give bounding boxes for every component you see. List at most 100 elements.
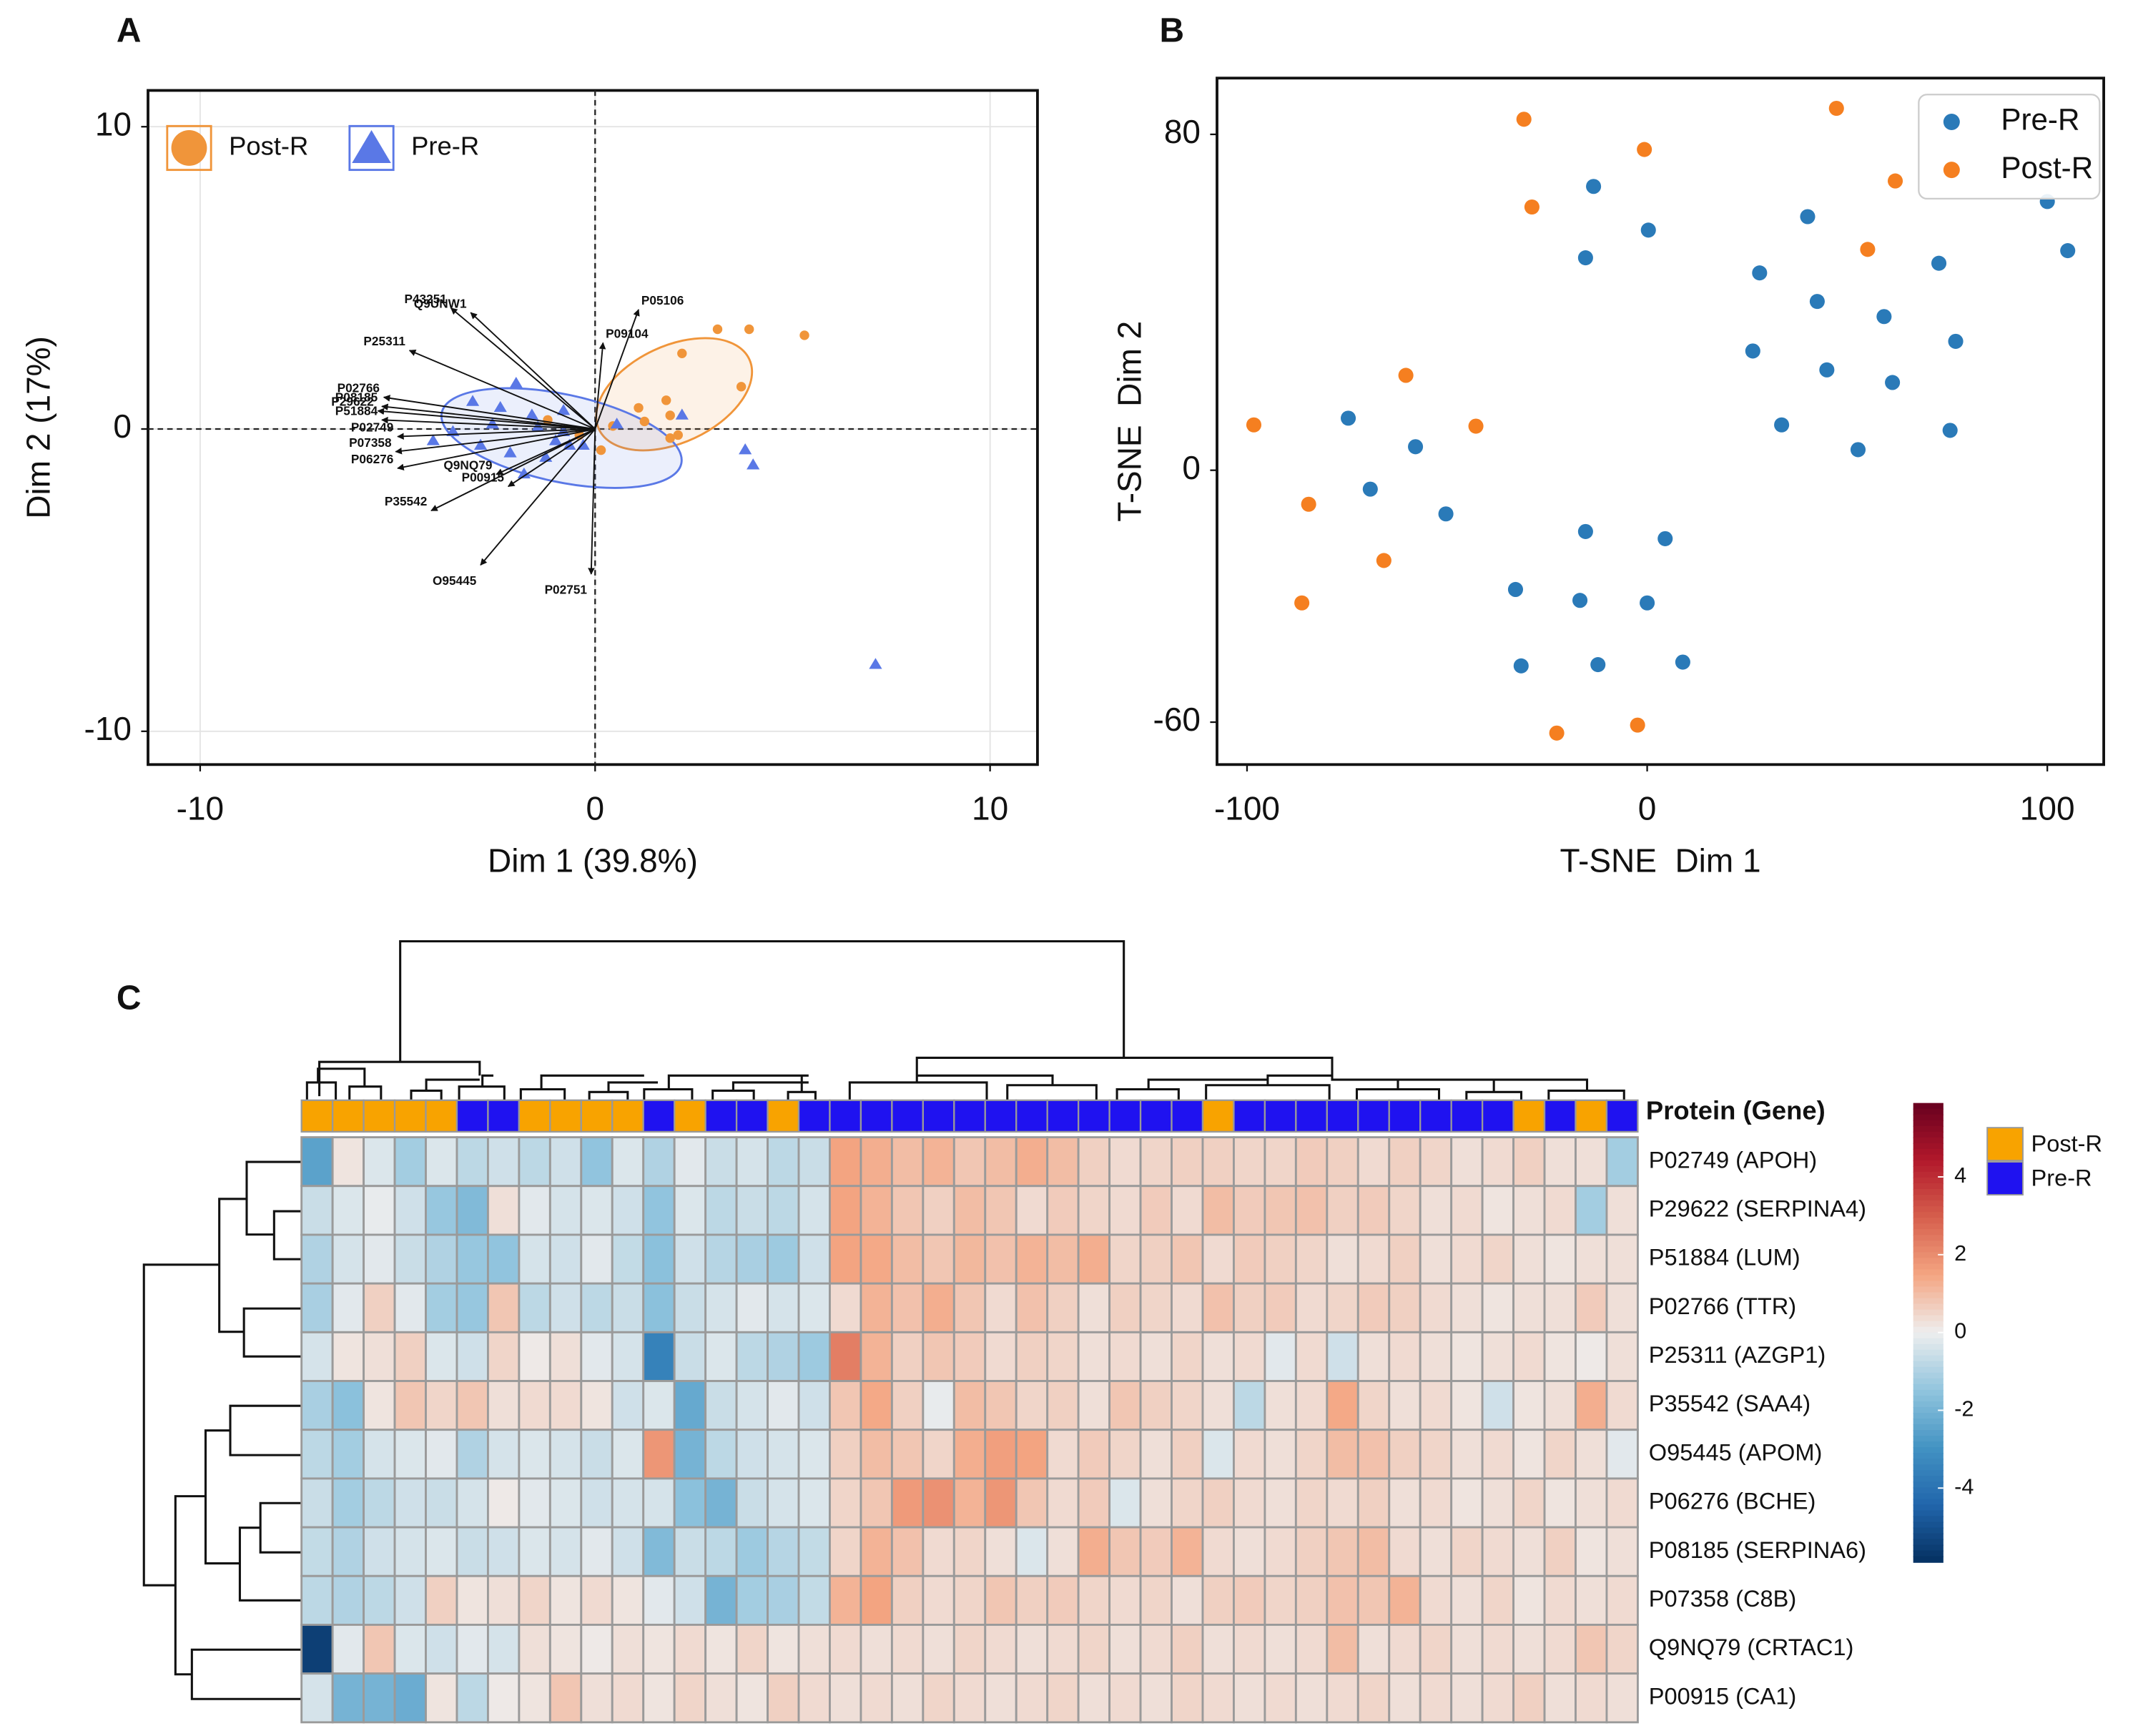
point [1577, 523, 1593, 539]
heat-cell [518, 1185, 551, 1236]
colorbar-tick-label: 4 [1954, 1163, 1966, 1188]
heat-cell [1077, 1331, 1111, 1382]
heat-cell [890, 1526, 925, 1577]
colorbar-segment [1913, 1263, 1944, 1271]
heat-cell [1077, 1282, 1111, 1333]
heat-cell [922, 1185, 955, 1236]
point [661, 395, 671, 405]
heat-cell [1388, 1477, 1422, 1529]
heat-cell [518, 1233, 551, 1285]
colorbar-segment [1913, 1218, 1944, 1225]
point [446, 425, 460, 436]
heat-cell [859, 1282, 893, 1333]
heat-cell [704, 1136, 738, 1188]
heat-cell [1201, 1477, 1235, 1529]
group-cell [797, 1099, 831, 1133]
heat-cell [455, 1380, 489, 1431]
heat-cell [859, 1672, 893, 1724]
point [563, 438, 576, 450]
heat-cell [1543, 1331, 1577, 1382]
group-cell [1419, 1099, 1452, 1133]
heat-cell [673, 1624, 707, 1675]
point [1887, 173, 1903, 189]
heat-cell [1543, 1429, 1577, 1480]
heat-cell [300, 1380, 334, 1431]
heat-cell [518, 1380, 551, 1431]
heat-cell [735, 1526, 769, 1577]
heat-cell [1201, 1233, 1235, 1285]
heat-cell [1077, 1429, 1111, 1480]
heat-cell [1046, 1526, 1080, 1577]
heat-cell [767, 1380, 800, 1431]
heat-cell [890, 1574, 925, 1626]
colorbar-segment [1913, 1424, 1944, 1431]
point [1774, 417, 1790, 433]
group-cell [425, 1099, 458, 1133]
heat-cell [331, 1624, 365, 1675]
point [1572, 593, 1588, 608]
heat-cell [922, 1526, 955, 1577]
heat-cell [1481, 1624, 1515, 1675]
heat-cell [363, 1331, 396, 1382]
heat-cell [611, 1380, 645, 1431]
heat-cell [1046, 1574, 1080, 1626]
heat-cell [1575, 1185, 1608, 1236]
x-tick-label: 0 [586, 790, 604, 827]
heat-cell [1512, 1331, 1546, 1382]
heat-cell [580, 1185, 614, 1236]
heat-cell [1294, 1282, 1329, 1333]
heat-cell [1419, 1136, 1453, 1188]
colorbar-segment [1913, 1481, 1944, 1489]
heat-cell [859, 1136, 893, 1188]
point [675, 408, 689, 420]
heat-cell [548, 1185, 583, 1236]
heat-cell [1233, 1233, 1266, 1285]
heat-cell [952, 1429, 987, 1480]
heat-cell [1481, 1574, 1515, 1626]
colorbar-tick-label: 2 [1954, 1241, 1966, 1266]
group-cell [674, 1099, 706, 1133]
heat-cell [1139, 1380, 1173, 1431]
heat-cell [984, 1574, 1018, 1626]
heat-cell [829, 1429, 862, 1480]
point [1524, 199, 1540, 215]
heat-cell [1201, 1136, 1235, 1188]
y-axis-label: T-SNE Dim 2 [1110, 321, 1148, 522]
point [1657, 531, 1673, 546]
heat-cell [486, 1233, 521, 1285]
group-cell [767, 1099, 800, 1133]
colorbar-segment [1913, 1315, 1944, 1322]
legend-marker [1943, 162, 1960, 179]
colorbar-segment [1913, 1533, 1944, 1540]
colorbar-segment [1913, 1298, 1944, 1305]
point [1549, 725, 1565, 741]
legend-frame [1918, 94, 2101, 200]
heat-cell [1171, 1672, 1204, 1724]
legend-label: Pre-R [2001, 103, 2079, 137]
colorbar-segment [1913, 1108, 1944, 1115]
heat-cell [1108, 1477, 1142, 1529]
group-cell [859, 1099, 893, 1133]
heat-cell [1077, 1477, 1111, 1529]
heat-cell [611, 1526, 645, 1577]
heat-cell [580, 1672, 614, 1724]
heat-cell [1450, 1331, 1484, 1382]
heat-cell [797, 1331, 831, 1382]
heat-cell [1077, 1624, 1111, 1675]
heat-cell [1046, 1233, 1080, 1285]
heat-cell [1108, 1185, 1142, 1236]
point [1516, 112, 1532, 127]
heat-cell [797, 1233, 831, 1285]
group-cell [1171, 1099, 1204, 1133]
heat-cell [1481, 1136, 1515, 1188]
colorbar-segment [1913, 1544, 1944, 1552]
row-label: P35542 (SAA4) [1649, 1391, 1811, 1416]
heat-cell [518, 1574, 551, 1626]
heat-cell [1388, 1526, 1422, 1577]
point [493, 400, 507, 413]
heat-cell [1356, 1331, 1391, 1382]
loading-label: P09104 [606, 327, 649, 341]
heat-cell [673, 1574, 707, 1626]
group-cell [455, 1099, 489, 1133]
heat-cell [1575, 1574, 1608, 1626]
